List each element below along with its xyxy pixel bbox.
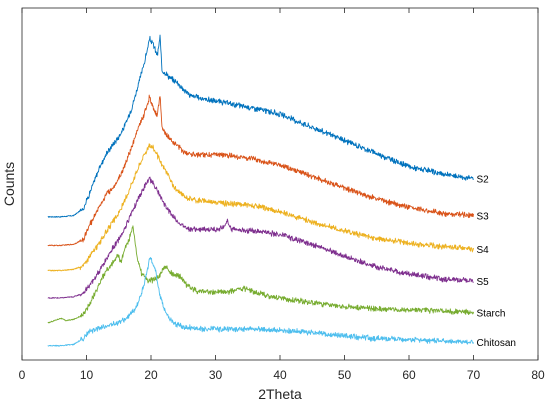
series-label-layer: S2 S3 S4 S5 Starch Chitosan (477, 175, 516, 350)
series-label-s3: S3 (477, 212, 490, 223)
x-tick-label-40: 40 (273, 368, 287, 382)
plot-frame (21, 7, 539, 361)
x-tick-label-50: 50 (338, 368, 352, 382)
x-tick-label-70: 70 (467, 368, 481, 382)
series-layer (47, 34, 474, 347)
x-tick-layer: 0 10 20 30 40 50 60 70 80 (19, 8, 545, 382)
series-line-s2 (47, 34, 474, 218)
y-axis-label: Counts (1, 162, 17, 206)
series-label-s5: S5 (477, 277, 490, 288)
series-line-chitosan (47, 256, 474, 347)
series-label-s2: S2 (477, 175, 490, 186)
x-axis-label: 2Theta (258, 386, 302, 402)
x-tick-label-10: 10 (80, 368, 94, 382)
series-line-s3 (47, 94, 474, 247)
series-label-starch: Starch (477, 308, 506, 319)
series-line-starch (47, 225, 474, 324)
x-tick-label-0: 0 (19, 368, 26, 382)
axes-frame (21, 7, 539, 361)
x-tick-label-30: 30 (209, 368, 223, 382)
series-line-s4 (47, 143, 474, 272)
series-label-s4: S4 (477, 245, 490, 256)
series-label-chitosan: Chitosan (477, 338, 516, 349)
x-tick-label-60: 60 (402, 368, 416, 382)
x-tick-label-80: 80 (531, 368, 545, 382)
series-line-s5 (47, 176, 474, 299)
x-tick-label-20: 20 (144, 368, 158, 382)
